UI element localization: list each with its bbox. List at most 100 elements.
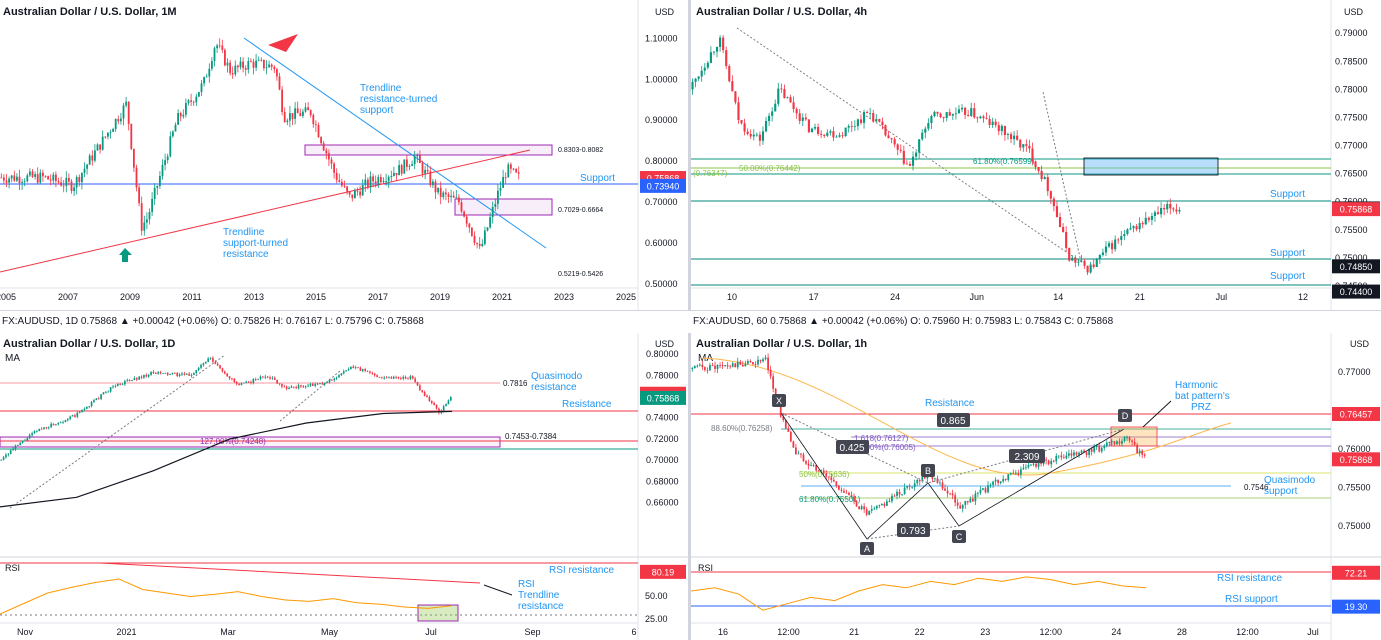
candle [190, 374, 193, 376]
price-tag-label: 0.74400 [1340, 287, 1373, 297]
candle [813, 127, 817, 129]
candle [345, 370, 347, 372]
candle [954, 495, 957, 503]
candle [1123, 234, 1126, 237]
chart-panel-4h[interactable]: Australian Dollar / U.S. Dollar, 4h USD … [691, 0, 1381, 310]
candle [1078, 452, 1080, 455]
candle [322, 143, 325, 151]
candle [1123, 437, 1126, 441]
rsi-line [691, 576, 1147, 611]
candle [404, 377, 407, 379]
candle [787, 428, 790, 432]
candle [41, 172, 44, 177]
candle [15, 176, 18, 181]
candle [408, 165, 411, 167]
candle [369, 176, 372, 187]
price-tag-label: 0.74850 [1340, 262, 1373, 272]
candle [418, 155, 421, 164]
x-tick: Jun [969, 292, 984, 302]
candle [143, 222, 146, 231]
candle [896, 144, 899, 150]
fib-label: 61.80%(0.76599) [973, 157, 1035, 166]
candle [26, 438, 29, 441]
candle [231, 378, 233, 380]
annotation-text: resistance [531, 382, 577, 393]
svg-text:2.309: 2.309 [1014, 452, 1039, 463]
zone [0, 436, 501, 448]
candle [231, 73, 234, 75]
svg-text:B: B [925, 466, 931, 476]
candle [242, 61, 245, 69]
x-tick: Jul [1307, 627, 1319, 637]
candle [915, 152, 918, 157]
candle [918, 479, 921, 482]
chart-panel-hourly[interactable]: Australian Dollar / U.S. Dollar, 1h MA U… [691, 333, 1381, 640]
candle [1121, 440, 1123, 444]
candle [346, 186, 349, 192]
candle [1073, 452, 1075, 456]
candle [741, 364, 744, 367]
candle [743, 123, 746, 132]
candle [57, 180, 60, 183]
candle [428, 397, 431, 402]
daily-svg[interactable]: Australian Dollar / U.S. Dollar, 1D MA U… [0, 333, 688, 640]
h4-svg[interactable]: Australian Dollar / U.S. Dollar, 4h USD … [691, 0, 1381, 310]
candle [1110, 441, 1113, 442]
x-tick: 2009 [120, 292, 140, 302]
candle [1132, 226, 1135, 229]
candle [96, 144, 99, 151]
candle [423, 391, 426, 396]
candle [728, 66, 731, 82]
candle [395, 172, 398, 176]
zone-label: 0.5219-0.5426 [558, 271, 603, 278]
trendline-support [0, 149, 531, 273]
candle [260, 59, 263, 61]
candle [1141, 223, 1144, 225]
zone-label: 0.7029-0.6664 [558, 207, 603, 214]
candle [951, 114, 954, 116]
candle [97, 398, 100, 400]
annotation-text: Quasimodo [531, 371, 583, 382]
candle [431, 181, 434, 186]
candle [197, 367, 200, 371]
candle [238, 383, 240, 386]
candle [982, 116, 985, 119]
candle [866, 112, 869, 114]
chart-panel-monthly[interactable]: Australian Dollar / U.S. Dollar, 1M USD … [0, 0, 688, 310]
candle [779, 404, 782, 417]
y-tick: 0.80000 [645, 156, 678, 166]
candle [515, 168, 518, 173]
candle [820, 133, 823, 135]
candle [712, 51, 716, 53]
candle [23, 181, 26, 183]
candle [335, 172, 338, 181]
hourly-svg[interactable]: Australian Dollar / U.S. Dollar, 1h MA U… [691, 333, 1381, 640]
chart-panel-daily[interactable]: Australian Dollar / U.S. Dollar, 1D MA U… [0, 333, 688, 640]
monthly-svg[interactable]: Australian Dollar / U.S. Dollar, 1M USD … [0, 0, 688, 310]
candle [1025, 144, 1028, 146]
candle [166, 372, 169, 375]
price-tag [1332, 565, 1380, 580]
candle [371, 372, 374, 374]
candle [764, 357, 767, 360]
candle [872, 113, 875, 122]
candle [1031, 148, 1034, 162]
candle [1025, 467, 1027, 469]
candle [190, 100, 193, 102]
candle [106, 132, 109, 137]
candle [21, 182, 24, 183]
candle [147, 374, 150, 377]
candle [90, 402, 93, 407]
y-tick: 0.78000 [646, 370, 679, 380]
candle [169, 374, 171, 375]
candle [802, 454, 805, 462]
x-tick: 2025 [616, 292, 636, 302]
candle [445, 404, 447, 407]
candle [321, 383, 324, 385]
candle [409, 376, 412, 379]
candle [421, 163, 424, 174]
candle [330, 159, 333, 164]
candle [1002, 479, 1005, 482]
candle [911, 156, 915, 166]
candle [21, 440, 24, 443]
